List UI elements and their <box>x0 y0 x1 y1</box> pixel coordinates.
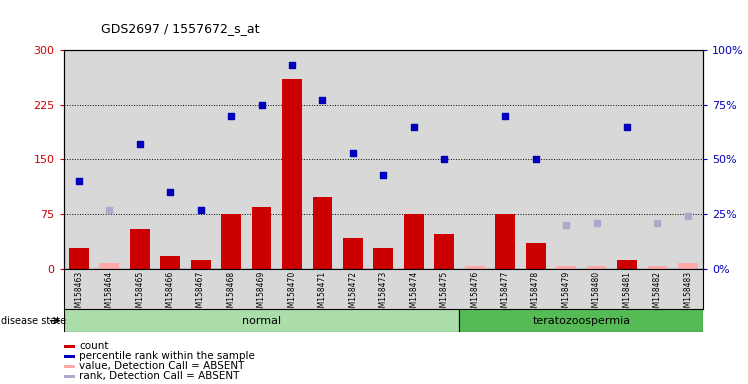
Bar <box>69 248 89 269</box>
Point <box>194 207 206 213</box>
Point <box>316 97 328 103</box>
Text: GSM158468: GSM158468 <box>227 271 236 317</box>
Bar <box>435 234 454 269</box>
Point <box>286 62 298 68</box>
Point <box>499 113 511 119</box>
Bar <box>557 266 576 269</box>
Bar <box>64 355 75 358</box>
Text: GSM158483: GSM158483 <box>684 271 693 317</box>
Point <box>590 220 602 226</box>
Text: GSM158473: GSM158473 <box>378 271 388 317</box>
Text: GSM158479: GSM158479 <box>562 271 571 317</box>
Point <box>377 172 389 178</box>
Text: normal: normal <box>242 316 281 326</box>
Bar <box>343 238 363 269</box>
Point <box>560 222 572 228</box>
Text: value, Detection Call = ABSENT: value, Detection Call = ABSENT <box>79 361 245 371</box>
Bar <box>64 375 75 378</box>
Bar <box>64 309 459 332</box>
Point <box>530 156 542 162</box>
Bar <box>617 260 637 269</box>
Text: GSM158470: GSM158470 <box>287 271 296 317</box>
Bar <box>191 260 210 269</box>
Point <box>164 189 176 195</box>
Bar <box>64 345 75 348</box>
Text: GSM158472: GSM158472 <box>349 271 358 317</box>
Point <box>256 102 268 108</box>
Text: GSM158471: GSM158471 <box>318 271 327 317</box>
Bar <box>99 263 119 269</box>
Point <box>225 113 237 119</box>
Bar <box>648 266 667 269</box>
Text: GSM158467: GSM158467 <box>196 271 205 317</box>
Text: percentile rank within the sample: percentile rank within the sample <box>79 351 255 361</box>
Text: GSM158466: GSM158466 <box>165 271 175 317</box>
Bar <box>526 243 545 269</box>
Point <box>408 124 420 130</box>
Bar <box>373 248 393 269</box>
Point <box>621 124 633 130</box>
Text: GSM158478: GSM158478 <box>531 271 540 317</box>
Point <box>134 141 146 147</box>
Text: GSM158476: GSM158476 <box>470 271 479 317</box>
Bar <box>282 79 302 269</box>
Bar <box>64 365 75 368</box>
Bar <box>404 214 423 269</box>
Text: disease state: disease state <box>1 316 66 326</box>
Text: GDS2697 / 1557672_s_at: GDS2697 / 1557672_s_at <box>101 22 260 35</box>
Bar <box>221 214 241 269</box>
Point <box>682 213 694 219</box>
Point <box>103 207 115 213</box>
Text: GSM158464: GSM158464 <box>105 271 114 317</box>
Text: GSM158465: GSM158465 <box>135 271 144 317</box>
Point <box>438 156 450 162</box>
Bar <box>130 229 150 269</box>
Bar <box>465 266 485 269</box>
Bar <box>459 309 703 332</box>
Text: GSM158475: GSM158475 <box>440 271 449 317</box>
Text: GSM158480: GSM158480 <box>592 271 601 317</box>
Point <box>347 150 359 156</box>
Text: GSM158469: GSM158469 <box>257 271 266 317</box>
Bar <box>678 263 698 269</box>
Text: GSM158463: GSM158463 <box>74 271 83 317</box>
Text: count: count <box>79 341 108 351</box>
Bar <box>251 207 272 269</box>
Bar <box>586 266 607 269</box>
Point <box>73 178 85 184</box>
Text: GSM158482: GSM158482 <box>653 271 662 317</box>
Text: GSM158477: GSM158477 <box>500 271 509 317</box>
Text: teratozoospermia: teratozoospermia <box>533 316 631 326</box>
Text: rank, Detection Call = ABSENT: rank, Detection Call = ABSENT <box>79 371 239 381</box>
Point <box>652 220 663 226</box>
Bar <box>495 214 515 269</box>
Bar <box>313 197 332 269</box>
Bar <box>160 257 180 269</box>
Text: GSM158481: GSM158481 <box>622 271 631 317</box>
Text: GSM158474: GSM158474 <box>409 271 418 317</box>
